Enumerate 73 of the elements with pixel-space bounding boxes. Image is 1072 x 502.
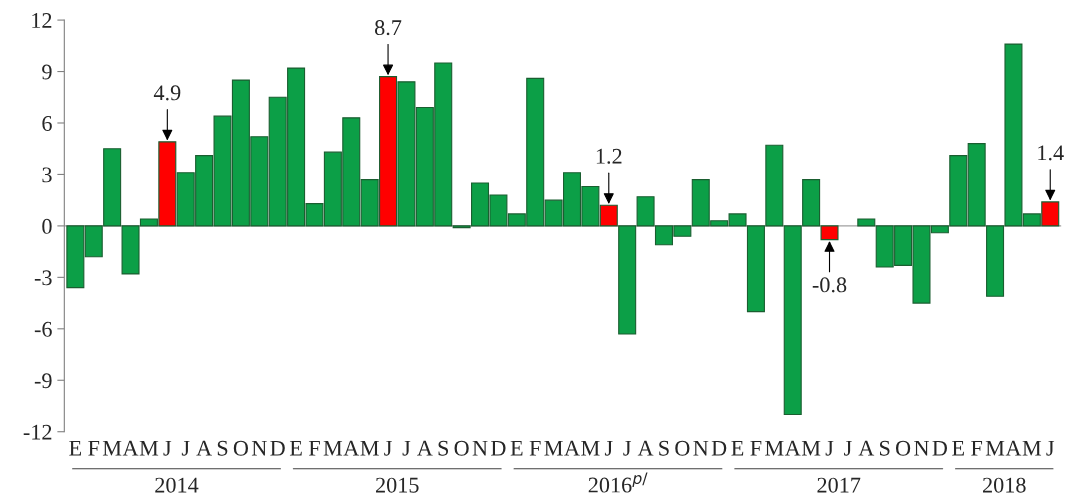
x-tick-label: E <box>510 440 523 456</box>
x-tick-label: J <box>623 440 632 456</box>
x-tick-label: J <box>163 440 172 456</box>
data-label: 8.7 <box>375 20 402 36</box>
x-tick-label: O <box>233 440 249 456</box>
x-tick-label: M <box>1022 440 1042 456</box>
x-tick-label: E <box>952 440 964 456</box>
x-tick-label: M <box>102 440 122 456</box>
x-tick-label: D <box>711 440 727 456</box>
y-tick-label: 9 <box>42 64 52 80</box>
y-tick-label: 0 <box>42 218 52 234</box>
data-label: 4.9 <box>153 85 181 101</box>
x-tick-label: J <box>384 440 392 456</box>
x-tick-label: A <box>637 440 654 456</box>
x-tick-label: D <box>932 440 948 456</box>
x-tick-label: M <box>985 440 1005 456</box>
x-tick-label: E <box>69 440 82 456</box>
x-tick-label: A <box>343 440 360 456</box>
x-tick-label: D <box>491 440 506 456</box>
x-tick-label: N <box>251 440 267 456</box>
x-tick-label: N <box>693 440 709 456</box>
x-tick-label: J <box>402 440 411 456</box>
data-label: -0.8 <box>812 277 847 293</box>
x-tick-label: E <box>289 440 302 456</box>
x-tick-label: S <box>659 440 669 456</box>
x-tick-label: F <box>971 440 983 456</box>
x-tick-label: O <box>675 440 690 456</box>
x-tick-label: A <box>564 440 580 456</box>
x-tick-label: M <box>360 440 379 456</box>
x-tick-label: O <box>895 440 911 456</box>
data-label: 1.2 <box>596 148 622 164</box>
x-tick-label: S <box>438 440 449 456</box>
x-tick-label: D <box>270 440 285 456</box>
text: 2018 <box>983 477 1026 493</box>
x-tick-label: J <box>825 440 834 456</box>
text: 2017 <box>817 477 861 493</box>
data-label: 1.4 <box>1038 145 1064 161</box>
y-tick-label: 6 <box>42 115 52 131</box>
y-tick-label: -3 <box>34 270 52 286</box>
x-tick-label: S <box>217 440 228 456</box>
x-tick-label: M <box>544 440 563 456</box>
x-tick-label: M <box>801 440 821 456</box>
y-tick-label: -6 <box>34 321 52 337</box>
x-tick-label: A <box>784 440 801 456</box>
x-tick-label: M <box>139 440 159 456</box>
x-tick-label: F <box>88 440 100 456</box>
x-tick-label: N <box>914 440 929 456</box>
y-tick-label: 12 <box>32 13 52 28</box>
x-tick-label: M <box>323 440 343 456</box>
x-tick-label: N <box>472 440 488 456</box>
text: 2015 <box>376 477 419 493</box>
y-tick-label: 3 <box>42 167 52 183</box>
y-tick-label: -9 <box>34 373 52 389</box>
x-tick-label: M <box>581 440 600 456</box>
x-tick-label: O <box>454 440 469 456</box>
x-tick-label: J <box>181 440 190 456</box>
x-tick-label: J <box>844 440 852 456</box>
x-tick-label: A <box>858 440 875 456</box>
x-tick-label: F <box>750 440 762 456</box>
x-tick-label: A <box>417 440 433 456</box>
x-tick-label: F <box>529 440 541 456</box>
x-tick-label: A <box>196 440 212 456</box>
text: 2014 <box>155 477 199 493</box>
x-tick-label: S <box>880 440 890 456</box>
y-tick-label: -12 <box>23 424 52 440</box>
x-tick-label: M <box>765 440 784 456</box>
x-tick-label: F <box>308 440 320 456</box>
x-tick-label: E <box>731 440 744 456</box>
x-tick-label: J <box>604 440 613 456</box>
x-tick-label: A <box>1005 440 1022 456</box>
x-tick-label: A <box>122 440 139 456</box>
text: 2016$^{p/}$ <box>588 472 648 493</box>
x-tick-label: J <box>1046 440 1055 456</box>
